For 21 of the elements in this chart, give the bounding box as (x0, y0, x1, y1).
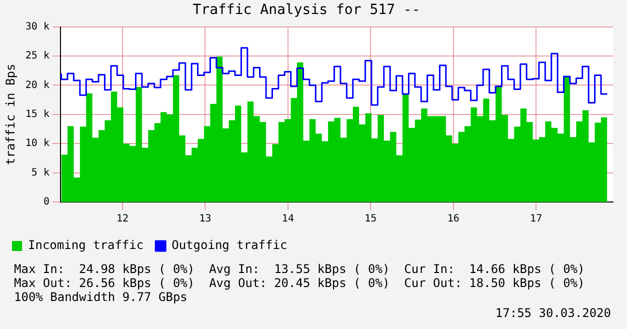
y-tick-label: 25 k (25, 50, 50, 62)
y-tick-label: 15 k (25, 108, 50, 120)
x-tick-label: 13 (199, 214, 212, 225)
y-tick-label: 10 k (25, 138, 50, 150)
x-tick-label: 16 (447, 214, 460, 225)
text: 100% Bandwidth 9.77 GBps (14, 290, 188, 304)
x-tick-label: 15 (364, 214, 377, 225)
text: Max In: 24.98 kBps ( 0%) Avg In: 13.55 kBps ( 0%) Cur In: 14.66 kBps ( 0%) (14, 262, 586, 276)
chart-title: Traffic Analysis for 517 -- (192, 2, 420, 18)
x-tick-label: 12 (116, 214, 129, 225)
x-tick-label: 17 (530, 214, 542, 225)
text: 17:55 30.03.2020 (494, 306, 612, 320)
y-tick-label: 5 k (31, 167, 50, 178)
legend-label: Outgoing traffic (172, 238, 288, 252)
y-tick-label: 30 k (25, 21, 50, 32)
y-axis-title: traffic in Bps (3, 64, 18, 165)
legend-label: Incoming traffic (28, 238, 144, 252)
text: Max Out: 26.56 kBps ( 0%) Avg Out: 20.45 kBps ( 0%) Cur Out: 18.50 kBps ( 0%) (14, 276, 586, 290)
y-tick-label: 20 k (25, 80, 50, 91)
y-tick-label: 0 (43, 196, 50, 208)
x-tick-label: 14 (282, 214, 294, 225)
